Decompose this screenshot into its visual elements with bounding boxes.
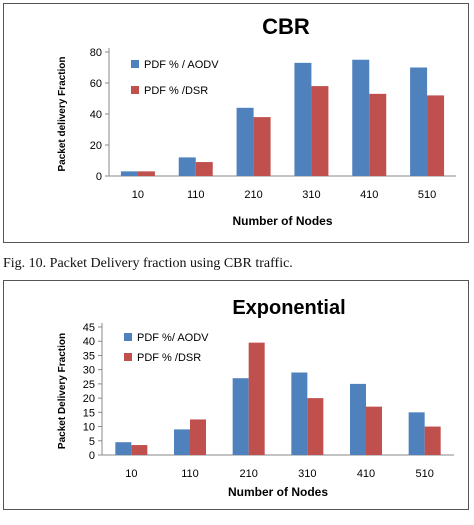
x-tick-label: 410 <box>357 468 375 480</box>
x-tick-label: 210 <box>244 189 262 201</box>
x-tick-label: 110 <box>187 189 205 201</box>
bar-dsr-210 <box>248 342 265 455</box>
bar-aodv-510 <box>410 67 428 176</box>
legend-label-dsr: PDF % /DSR <box>144 85 208 97</box>
figure-caption: Fig. 10. Packet Delivery fraction using … <box>3 256 293 271</box>
bar-dsr-310 <box>307 398 324 455</box>
y-tick-label: 40 <box>90 109 102 121</box>
x-tick-label: 510 <box>418 189 436 201</box>
y-tick-label: 60 <box>90 78 102 90</box>
bar-aodv-110 <box>174 429 190 455</box>
cbr-chart: CBR Packet delivery Fraction 0 20 40 60 80 10 11… <box>57 14 456 228</box>
legend-swatch-aodv <box>124 333 132 341</box>
bar-dsr-410 <box>369 93 387 176</box>
y-tick-label: 0 <box>96 171 102 183</box>
bar-aodv-310 <box>294 62 312 176</box>
y-tick-label: 25 <box>83 379 95 391</box>
y-tick-label: 10 <box>83 422 95 434</box>
x-tick-label: 210 <box>239 468 257 480</box>
x-axis-label: Number of Nodes <box>228 485 328 499</box>
bar-dsr-110 <box>195 162 213 176</box>
bar-dsr-310 <box>311 86 329 176</box>
y-tick-label: 20 <box>83 393 95 405</box>
bar-aodv-210 <box>232 378 249 455</box>
y-tick-label: 5 <box>89 436 95 448</box>
y-tick-label: 30 <box>83 365 95 377</box>
cbr-chart-title: CBR <box>262 14 310 39</box>
y-tick-label: 45 <box>83 322 95 334</box>
legend-label-dsr: PDF % /DSR <box>137 352 201 364</box>
legend-label-aodv: PDF % / AODV <box>144 59 219 71</box>
x-tick-label: 410 <box>360 189 378 201</box>
bar-dsr-210 <box>253 117 271 176</box>
bar-aodv-10 <box>120 171 138 176</box>
legend-swatch-dsr <box>131 86 139 94</box>
bar-dsr-510 <box>424 426 441 455</box>
y-axis-label: Packet delivery Fraction <box>57 56 68 171</box>
exponential-chart-title: Exponential <box>232 297 345 319</box>
legend-swatch-dsr <box>124 353 132 361</box>
y-tick-label: 15 <box>83 407 95 419</box>
bar-aodv-410 <box>350 383 366 455</box>
bar-dsr-10 <box>137 171 155 176</box>
x-tick-label: 310 <box>298 468 316 480</box>
x-tick-label: 310 <box>302 189 320 201</box>
y-tick-label: 35 <box>83 350 95 362</box>
bar-aodv-310 <box>291 372 308 455</box>
x-tick-label: 10 <box>125 468 137 480</box>
y-axis-label: Packet Delivery Fraction <box>57 333 68 449</box>
y-tick-label: 80 <box>90 47 102 59</box>
bar-aodv-410 <box>352 59 370 176</box>
exponential-chart-panel: Exponential Packet Delivery Fraction 0 5 10 1… <box>3 280 469 510</box>
bar-dsr-410 <box>366 406 382 455</box>
bar-aodv-510 <box>408 412 425 455</box>
x-tick-label: 10 <box>132 189 144 201</box>
bar-dsr-10 <box>131 445 148 455</box>
legend-label-aodv: PDF %/ AODV <box>137 332 209 344</box>
legend-swatch-aodv <box>131 60 139 68</box>
x-axis-label: Number of Nodes <box>232 214 332 228</box>
y-tick-label: 20 <box>90 140 102 152</box>
bar-aodv-110 <box>178 157 196 176</box>
x-tick-label: 510 <box>415 468 433 480</box>
bar-dsr-510 <box>427 95 445 176</box>
bar-dsr-110 <box>190 419 206 455</box>
bar-aodv-10 <box>115 442 132 455</box>
x-tick-label: 110 <box>181 468 199 480</box>
y-tick-label: 0 <box>89 450 95 462</box>
bar-aodv-210 <box>236 107 254 176</box>
y-tick-label: 40 <box>83 336 95 348</box>
cbr-chart-panel: CBR Packet delivery Fraction 0 20 40 60 80 10 11… <box>3 3 469 243</box>
